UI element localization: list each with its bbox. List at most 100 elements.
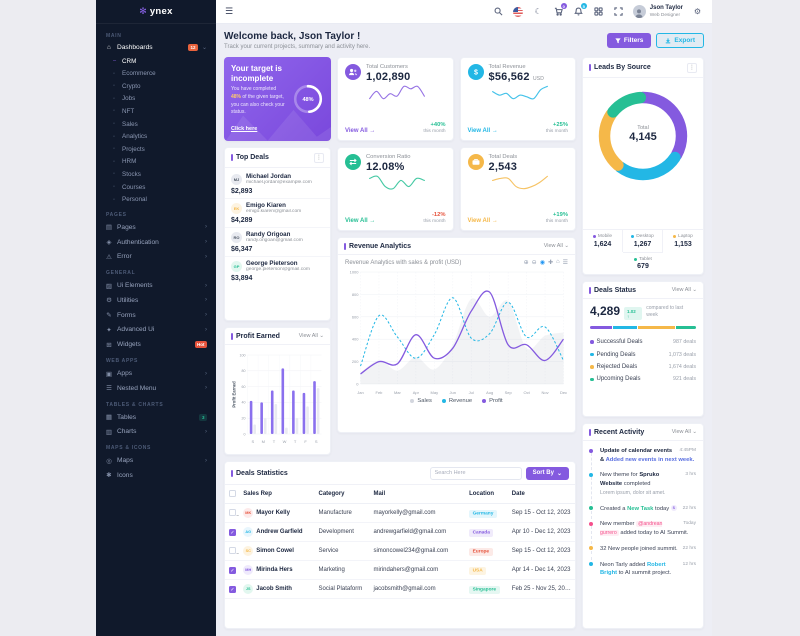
activity-item[interactable]: Today New member @andrean gurrero added t… xyxy=(589,520,696,545)
legend-item-sales[interactable]: Sales xyxy=(410,398,432,404)
us-flag-icon[interactable] xyxy=(513,6,524,17)
search-icon[interactable] xyxy=(493,6,504,17)
deal-email: michael.jordan@example.com xyxy=(246,180,312,185)
sort-by-button[interactable]: Sort By ⌄ xyxy=(525,466,569,480)
deal-name: Emigo Kiaren xyxy=(246,202,286,209)
column-header-category[interactable]: Category xyxy=(314,485,370,504)
sidebar-subitem-courses[interactable]: ◦ Courses xyxy=(96,181,216,194)
deal-item[interactable]: EK Emigo Kiaren emigo.kiaren@gmail.com $4,2… xyxy=(225,199,330,228)
activity-item[interactable]: 12 hrs Neon Tarly added Robert Bright to … xyxy=(589,561,696,585)
user-menu[interactable]: Json Taylor Web Designer xyxy=(632,5,683,18)
sidebar-item-forms[interactable]: ✎ Forms › xyxy=(96,308,216,323)
sidebar-subitem-crm[interactable]: – CRM xyxy=(96,55,216,68)
activity-time: 12 hrs xyxy=(682,561,696,567)
svg-text:$: $ xyxy=(474,69,478,77)
legend-item-revenue[interactable]: Revenue xyxy=(441,398,472,404)
sidebar-subitem-ecommerce[interactable]: ◦ Ecommerce xyxy=(96,67,216,80)
zoom-out-icon[interactable]: ⊖ xyxy=(531,260,537,266)
avatar: GP xyxy=(231,260,242,272)
activity-item[interactable]: 22 hrs Created a New Task today S xyxy=(589,505,696,521)
sidebar-item-nested-menu[interactable]: ☰ Nested Menu › xyxy=(96,381,216,396)
activity-item[interactable]: 22 hrs 32 New people joined summit. xyxy=(589,545,696,561)
location-badge: Germany xyxy=(469,509,497,518)
view-all-link[interactable]: View All → xyxy=(345,128,376,134)
more-options-button[interactable]: ⋮ xyxy=(314,152,324,163)
sidebar-item-error[interactable]: ⚠ Error › xyxy=(96,249,216,264)
view-all-link[interactable]: View All → xyxy=(467,218,498,224)
notifications-bell-icon[interactable]: 5 xyxy=(573,3,587,17)
bullet-icon: ◦ xyxy=(113,70,115,77)
activity-item[interactable]: 3 hrs New theme for Spruko Website comple… xyxy=(589,471,696,504)
activity-text[interactable]: New Task xyxy=(627,505,654,512)
column-header-sales-rep[interactable]: Sales Rep xyxy=(239,485,315,504)
zoom-select-icon[interactable]: ◉ xyxy=(539,260,545,266)
sidebar-item-utilities[interactable]: ⚙ Utilities › xyxy=(96,293,216,308)
sidebar-subitem-projects[interactable]: ◦ Projects xyxy=(96,143,216,156)
row-checkbox[interactable] xyxy=(229,546,236,554)
sidebar-item-ui-elements[interactable]: ▨ Ui Elements › xyxy=(96,278,216,293)
revenue-view-all-dropdown[interactable]: View All ⌄ xyxy=(543,243,569,249)
deal-item[interactable]: MJ Michael Jordan michael.jordan@example.c… xyxy=(225,170,330,199)
row-checkbox[interactable]: ✓ xyxy=(229,566,236,574)
apps-grid-icon[interactable] xyxy=(593,6,604,17)
sidebar-subitem-nft[interactable]: ◦ NFT xyxy=(96,105,216,118)
deal-item[interactable]: RO Randy Origoan randy.origoan@gmail.com $6… xyxy=(225,228,330,257)
activity-item[interactable]: 4:45PM Update of calendar events & Added … xyxy=(589,447,696,471)
fullscreen-icon[interactable] xyxy=(613,6,624,17)
sidebar-subitem-label: Crypto xyxy=(122,82,141,90)
sidebar-item-icons[interactable]: ✱ Icons xyxy=(96,468,216,483)
zoom-in-icon[interactable]: ⊕ xyxy=(523,260,529,266)
view-all-link[interactable]: View All → xyxy=(345,218,376,224)
export-button[interactable]: Export xyxy=(656,33,704,48)
click-here-link[interactable]: Click here xyxy=(231,126,258,133)
sidebar-subitem-crypto[interactable]: ◦ Crypto xyxy=(96,80,216,93)
reset-home-icon[interactable]: ⌂ xyxy=(555,259,560,265)
svg-text:W: W xyxy=(283,439,287,444)
bullet-icon: ◦ xyxy=(113,196,115,203)
sidebar-item-apps[interactable]: ▣ Apps › xyxy=(96,366,216,381)
view-all-link[interactable]: View All → xyxy=(467,128,498,134)
more-options-button[interactable]: ⋮ xyxy=(687,62,697,73)
profit-view-all-dropdown[interactable]: View All ⌄ xyxy=(298,333,324,339)
settings-gear-icon[interactable]: ⚙ xyxy=(693,7,702,16)
row-checkbox[interactable] xyxy=(229,508,236,516)
sidebar-item-widgets[interactable]: ⊞ Widgets Hot xyxy=(96,337,216,352)
sidebar-item-advanced-ui[interactable]: ✦ Advanced Ui › xyxy=(96,323,216,338)
sidebar-toggle-icon[interactable]: ☰ xyxy=(225,6,234,16)
sidebar-item-dashboards[interactable]: ⌂ Dashboards 12 ⌄ xyxy=(96,41,216,55)
pan-icon[interactable]: ✚ xyxy=(547,260,553,266)
target-title: Your target is incomplete xyxy=(231,64,282,83)
dark-mode-icon[interactable]: ☾ xyxy=(534,7,542,16)
filters-button[interactable]: Filters xyxy=(606,33,652,48)
deals-icon xyxy=(467,154,484,170)
app-logo[interactable]: ✻ ynex xyxy=(96,0,216,24)
sidebar-subitem-hrm[interactable]: ◦ HRM xyxy=(96,156,216,169)
sidebar-subitem-analytics[interactable]: ◦ Analytics xyxy=(96,130,216,143)
sidebar-item-tables[interactable]: ▦ Tables 3 xyxy=(96,410,216,425)
sidebar-subitem-personal[interactable]: ◦ Personal xyxy=(96,193,216,206)
sidebar-subitem-sales[interactable]: ◦ Sales xyxy=(96,118,216,131)
sidebar-subitem-stocks[interactable]: ◦ Stocks xyxy=(96,168,216,181)
sidebar-item-charts[interactable]: ▥ Charts › xyxy=(96,425,216,440)
sidebar-item-maps[interactable]: ◎ Maps › xyxy=(96,453,216,468)
deal-item[interactable]: GP George Pieterson george.pieterson@gmail… xyxy=(225,257,330,285)
chart-menu-icon[interactable]: ☰ xyxy=(562,260,568,266)
sidebar-subitem-jobs[interactable]: ◦ Jobs xyxy=(96,93,216,106)
row-checkbox[interactable]: ✓ xyxy=(229,585,236,593)
activity-text[interactable]: Robert Bright xyxy=(600,561,666,577)
legend-item-profit[interactable]: Profit xyxy=(482,398,503,404)
sidebar-item-authentication[interactable]: ◈ Authentication › xyxy=(96,235,216,250)
status-view-all-dropdown[interactable]: View All ⌄ xyxy=(671,287,697,293)
column-header-mail[interactable]: Mail xyxy=(369,485,466,504)
cart-icon[interactable]: 0 xyxy=(553,3,567,17)
home-icon: ⌂ xyxy=(107,44,111,52)
activity-text[interactable]: Added new events in next week. xyxy=(605,456,695,463)
row-checkbox[interactable]: ✓ xyxy=(229,528,236,536)
sidebar-item-pages[interactable]: ▤ Pages › xyxy=(96,220,216,235)
column-header-date[interactable]: Date xyxy=(507,485,575,504)
search-input[interactable] xyxy=(429,466,522,480)
location-badge: USA xyxy=(469,566,487,575)
activity-view-all-dropdown[interactable]: View All ⌄ xyxy=(671,429,697,435)
select-all-checkbox[interactable] xyxy=(229,489,236,497)
column-header-location[interactable]: Location xyxy=(465,485,508,504)
